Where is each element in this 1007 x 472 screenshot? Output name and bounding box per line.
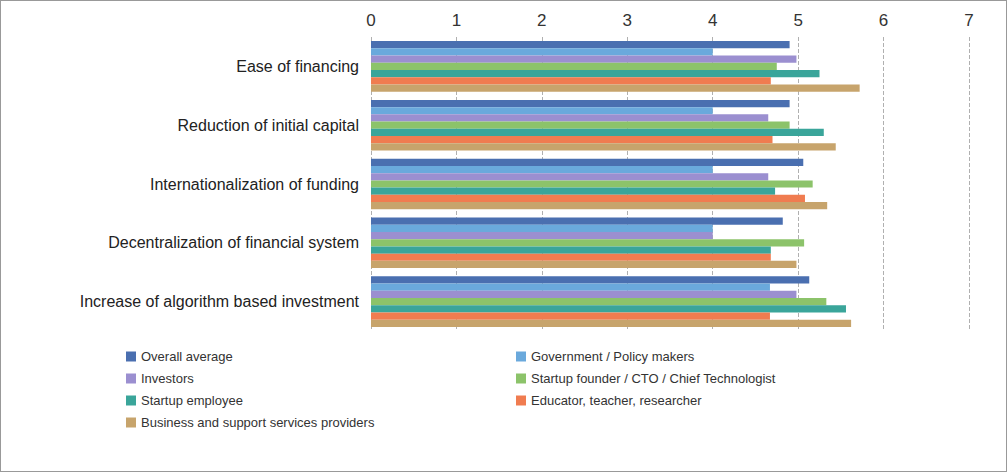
- svg-text:1: 1: [452, 11, 461, 30]
- svg-text:Startup founder / CTO / Chief: Startup founder / CTO / Chief Technologi…: [531, 371, 776, 386]
- svg-text:Government / Policy makers: Government / Policy makers: [531, 349, 695, 364]
- svg-text:Ease of financing: Ease of financing: [236, 58, 359, 75]
- svg-text:0: 0: [366, 11, 375, 30]
- svg-text:Decentralization of financial: Decentralization of financial system: [108, 234, 359, 251]
- svg-text:Internationalization of fundin: Internationalization of funding: [150, 176, 359, 193]
- svg-text:Startup employee: Startup employee: [141, 393, 243, 408]
- svg-text:Educator, teacher, researcher: Educator, teacher, researcher: [531, 393, 702, 408]
- svg-text:4: 4: [708, 11, 717, 30]
- svg-text:Increase of algorithm based in: Increase of algorithm based investment: [80, 293, 360, 310]
- svg-text:2: 2: [537, 11, 546, 30]
- svg-text:Business and support services: Business and support services providers: [141, 415, 375, 430]
- svg-text:Overall average: Overall average: [141, 349, 233, 364]
- svg-text:Reduction of initial capital: Reduction of initial capital: [178, 117, 359, 134]
- svg-text:3: 3: [623, 11, 632, 30]
- svg-text:5: 5: [793, 11, 802, 30]
- svg-text:7: 7: [964, 11, 973, 30]
- svg-text:6: 6: [879, 11, 888, 30]
- svg-text:Investors: Investors: [141, 371, 194, 386]
